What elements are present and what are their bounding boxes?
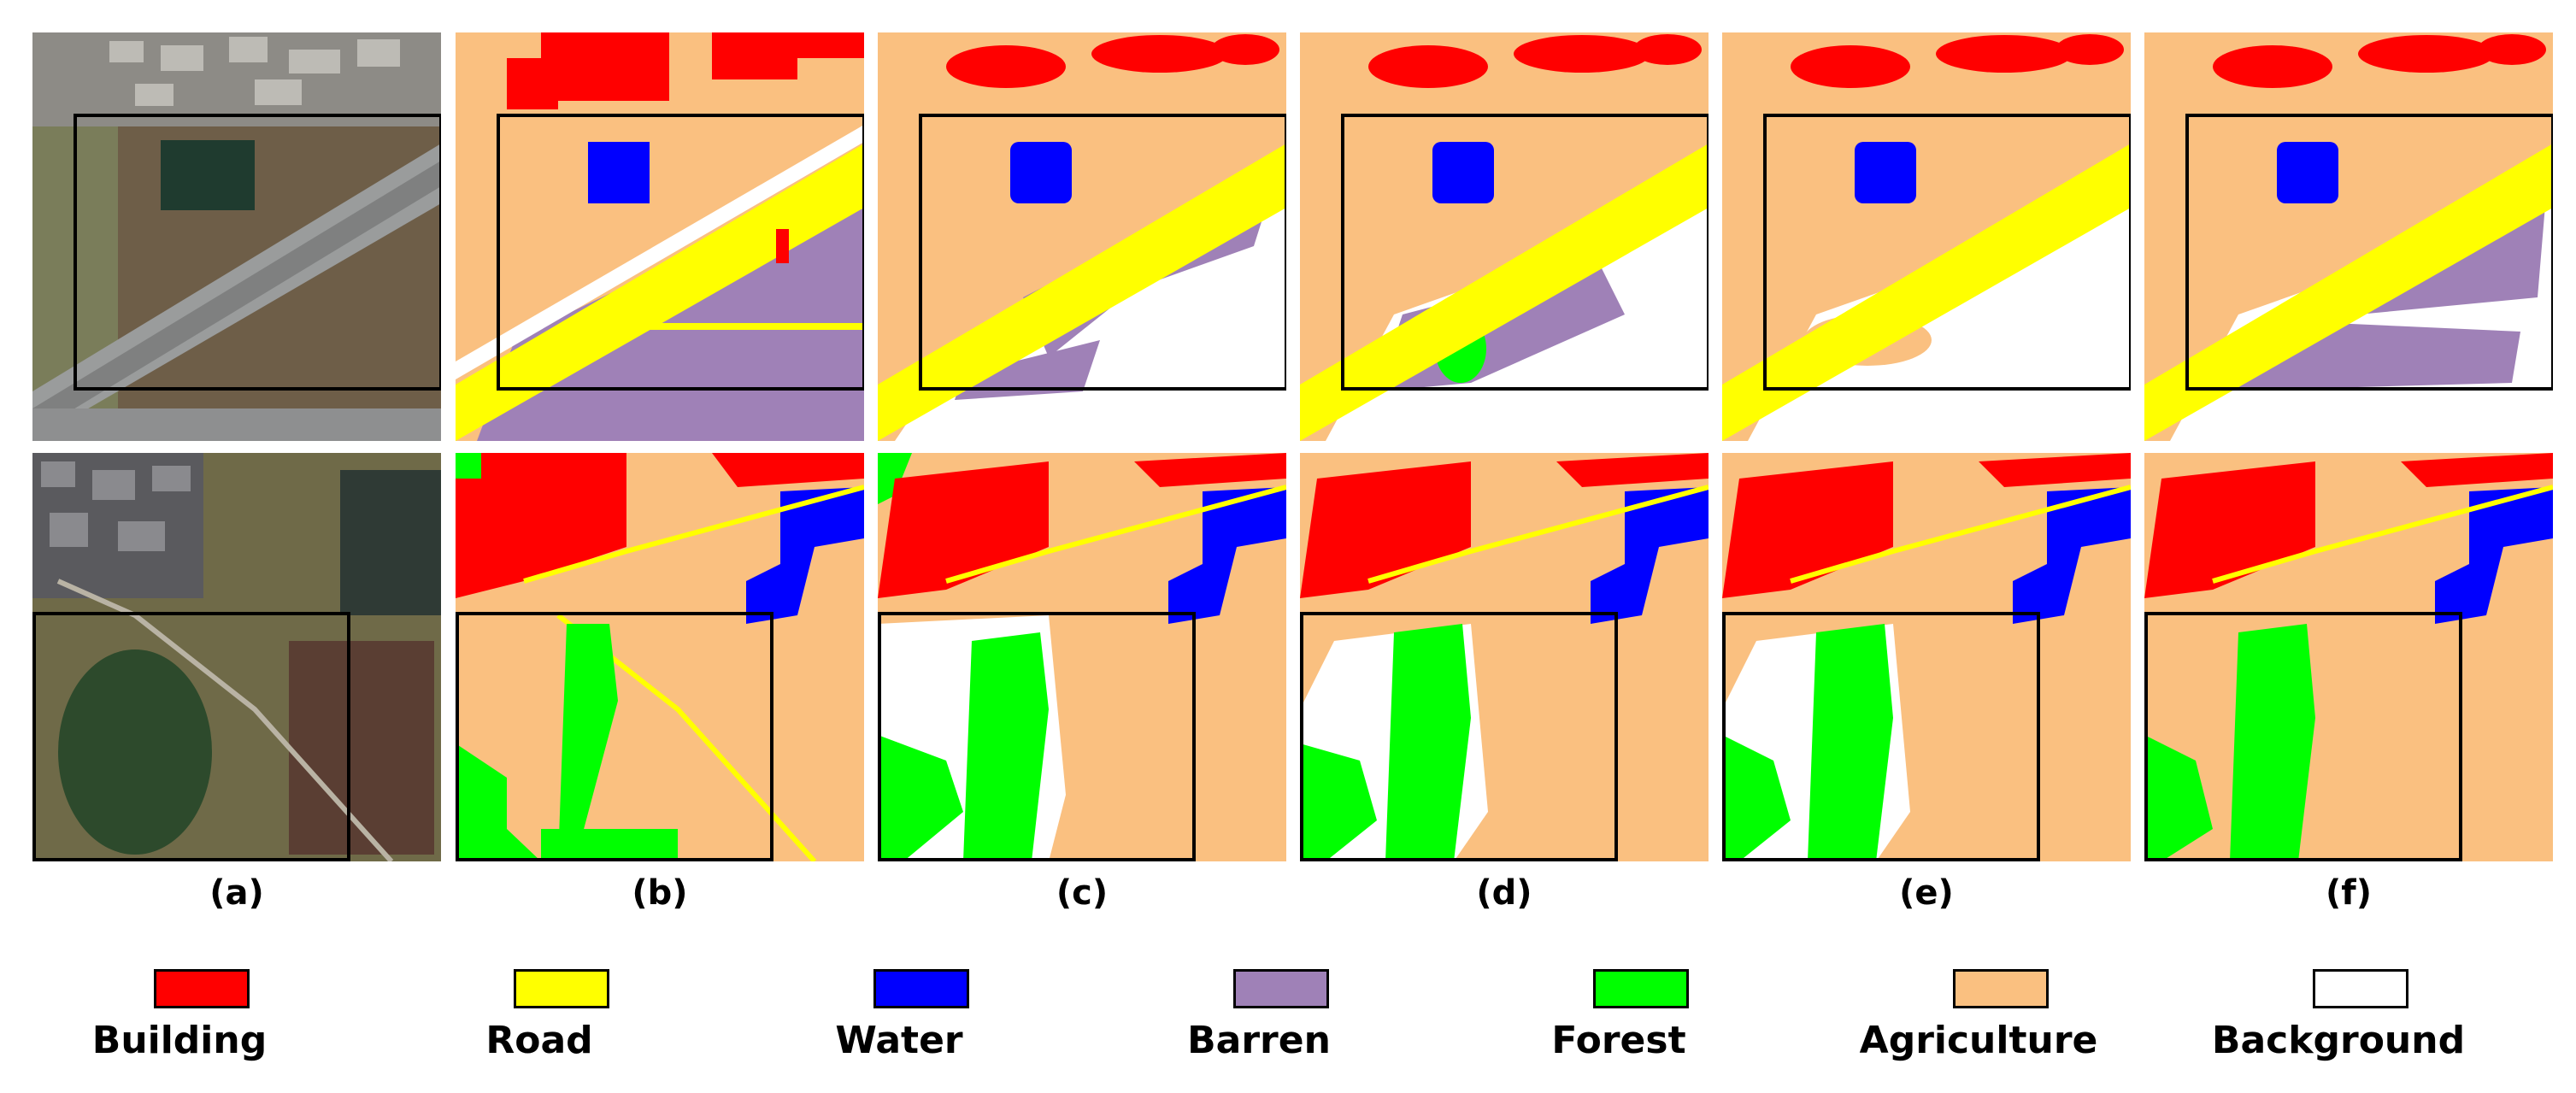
legend-item-background: Background (2210, 969, 2467, 1072)
prediction-d-row1 (1300, 32, 1709, 441)
legend-item-forest: Forest (1491, 969, 1747, 1072)
legend-item-water: Water (771, 969, 1027, 1072)
prediction-e-row2 (1722, 453, 2131, 861)
legend-item-building: Building (51, 969, 308, 1072)
prediction-d-row2 (1300, 453, 1709, 861)
legend-item-barren: Barren (1131, 969, 1387, 1072)
aerial-image-row2 (32, 453, 441, 861)
prediction-e-row1 (1722, 32, 2131, 441)
legend-swatch-road (514, 969, 609, 1008)
prediction-c-row1 (878, 32, 1286, 441)
panel-label-f: (f) (2326, 873, 2372, 913)
legend-label-forest: Forest (1551, 1019, 1686, 1062)
panel-label-c: (c) (1056, 873, 1109, 913)
panel-label-a: (a) (209, 873, 264, 913)
legend-label-building: Building (91, 1019, 268, 1062)
legend-label-barren: Barren (1187, 1019, 1331, 1062)
legend-label-road: Road (485, 1019, 593, 1062)
ground-truth-row2 (456, 453, 864, 861)
legend-item-agriculture: Agriculture (1850, 969, 2107, 1072)
legend-item-road: Road (411, 969, 668, 1072)
legend-label-background: Background (2211, 1019, 2466, 1062)
legend-swatch-agriculture (1953, 969, 2049, 1008)
legend-swatch-barren (1233, 969, 1329, 1008)
legend-label-water: Water (835, 1019, 963, 1062)
panel-label-b: (b) (632, 873, 688, 913)
legend-swatch-building (154, 969, 250, 1008)
panel-label-d: (d) (1476, 873, 1532, 913)
legend-swatch-forest (1593, 969, 1689, 1008)
legend-swatch-water (873, 969, 969, 1008)
legend-label-agriculture: Agriculture (1859, 1019, 2098, 1062)
aerial-image-row1 (32, 32, 441, 441)
prediction-f-row2 (2144, 453, 2553, 861)
prediction-f-row1 (2144, 32, 2553, 441)
legend-swatch-background (2313, 969, 2408, 1008)
prediction-c-row2 (878, 453, 1286, 861)
panel-label-e: (e) (1899, 873, 1954, 913)
ground-truth-row1 (456, 32, 864, 441)
